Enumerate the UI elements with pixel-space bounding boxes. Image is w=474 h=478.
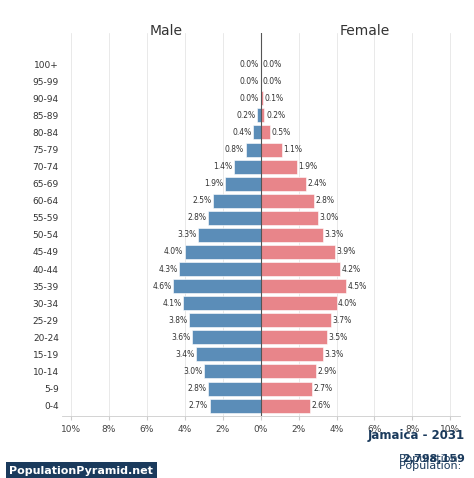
Text: 1.4%: 1.4%	[213, 162, 233, 171]
Bar	[261, 109, 264, 122]
Text: Population:: Population:	[399, 461, 465, 471]
Text: 2.8%: 2.8%	[187, 213, 206, 222]
Bar	[261, 211, 318, 225]
Text: 0.8%: 0.8%	[225, 145, 244, 154]
Text: 3.3%: 3.3%	[325, 230, 344, 239]
Text: 0.4%: 0.4%	[232, 128, 252, 137]
Bar	[261, 228, 323, 242]
Text: 3.3%: 3.3%	[177, 230, 197, 239]
Bar	[261, 296, 337, 310]
Bar	[261, 262, 340, 276]
Bar	[261, 125, 270, 140]
Text: 0.5%: 0.5%	[272, 128, 291, 137]
Text: 3.9%: 3.9%	[336, 248, 356, 257]
Text: 0.0%: 0.0%	[240, 60, 259, 69]
Text: 2.8%: 2.8%	[187, 384, 206, 393]
Text: 4.6%: 4.6%	[153, 282, 172, 291]
Text: Female: Female	[340, 24, 390, 38]
Bar	[208, 211, 261, 225]
Text: 3.6%: 3.6%	[172, 333, 191, 342]
Text: 1.9%: 1.9%	[204, 179, 223, 188]
Text: 4.3%: 4.3%	[158, 264, 178, 273]
Bar	[225, 177, 261, 191]
Bar	[261, 348, 323, 361]
Text: 4.5%: 4.5%	[347, 282, 367, 291]
Text: 0.0%: 0.0%	[240, 94, 259, 103]
Text: 4.1%: 4.1%	[162, 299, 182, 308]
Text: 0.2%: 0.2%	[236, 111, 255, 120]
Bar	[261, 142, 282, 157]
Text: 1.1%: 1.1%	[283, 145, 302, 154]
Bar	[198, 228, 261, 242]
Text: 2.8%: 2.8%	[315, 196, 334, 205]
Text: 3.5%: 3.5%	[328, 333, 348, 342]
Text: 0.0%: 0.0%	[262, 60, 282, 69]
Bar	[246, 142, 261, 157]
Text: Population: 2,798,159: Population: 2,798,159	[342, 461, 465, 471]
Bar	[261, 279, 346, 293]
Bar	[196, 348, 261, 361]
Text: 1.9%: 1.9%	[298, 162, 318, 171]
Text: Population: ​2,798,159: Population: ​2,798,159	[342, 454, 465, 464]
Bar	[210, 399, 261, 413]
Text: 2.9%: 2.9%	[317, 367, 337, 376]
Text: 0.0%: 0.0%	[262, 77, 282, 86]
Bar	[189, 313, 261, 327]
Bar	[183, 296, 261, 310]
Bar	[192, 330, 261, 344]
Text: 4.0%: 4.0%	[338, 299, 357, 308]
Bar	[234, 160, 261, 174]
Text: 2.7%: 2.7%	[313, 384, 333, 393]
Text: 2.4%: 2.4%	[308, 179, 327, 188]
Bar	[208, 381, 261, 396]
Text: Male: Male	[149, 24, 182, 38]
Bar	[257, 109, 261, 122]
Text: Jamaica - 2031: Jamaica - 2031	[367, 429, 465, 442]
Bar	[261, 177, 306, 191]
Text: 4.0%: 4.0%	[164, 248, 183, 257]
Text: 3.4%: 3.4%	[175, 350, 195, 359]
Text: 2.6%: 2.6%	[311, 401, 331, 410]
Text: Population:: Population:	[399, 454, 465, 464]
Bar	[213, 194, 261, 208]
Text: 3.8%: 3.8%	[168, 316, 187, 325]
Bar	[261, 160, 297, 174]
Bar	[261, 381, 312, 396]
Text: 0.2%: 0.2%	[266, 111, 285, 120]
Text: 3.7%: 3.7%	[332, 316, 352, 325]
Bar	[253, 125, 261, 140]
Bar	[261, 194, 314, 208]
Bar	[179, 262, 261, 276]
Bar	[261, 399, 310, 413]
Bar	[173, 279, 261, 293]
Text: 0.1%: 0.1%	[264, 94, 283, 103]
Bar	[261, 313, 331, 327]
Text: 4.2%: 4.2%	[342, 264, 361, 273]
Bar	[261, 365, 316, 379]
Bar	[185, 245, 261, 259]
Text: 3.0%: 3.0%	[319, 213, 338, 222]
Text: 2,798,159: 2,798,159	[401, 454, 465, 464]
Bar	[261, 330, 327, 344]
Bar	[261, 91, 263, 105]
Text: 2.7%: 2.7%	[189, 401, 208, 410]
Text: 0.0%: 0.0%	[240, 77, 259, 86]
Bar	[261, 245, 335, 259]
Bar	[204, 365, 261, 379]
Text: 3.0%: 3.0%	[183, 367, 202, 376]
Text: 2.5%: 2.5%	[192, 196, 212, 205]
Text: PopulationPyramid.net: PopulationPyramid.net	[9, 466, 154, 476]
Text: 3.3%: 3.3%	[325, 350, 344, 359]
